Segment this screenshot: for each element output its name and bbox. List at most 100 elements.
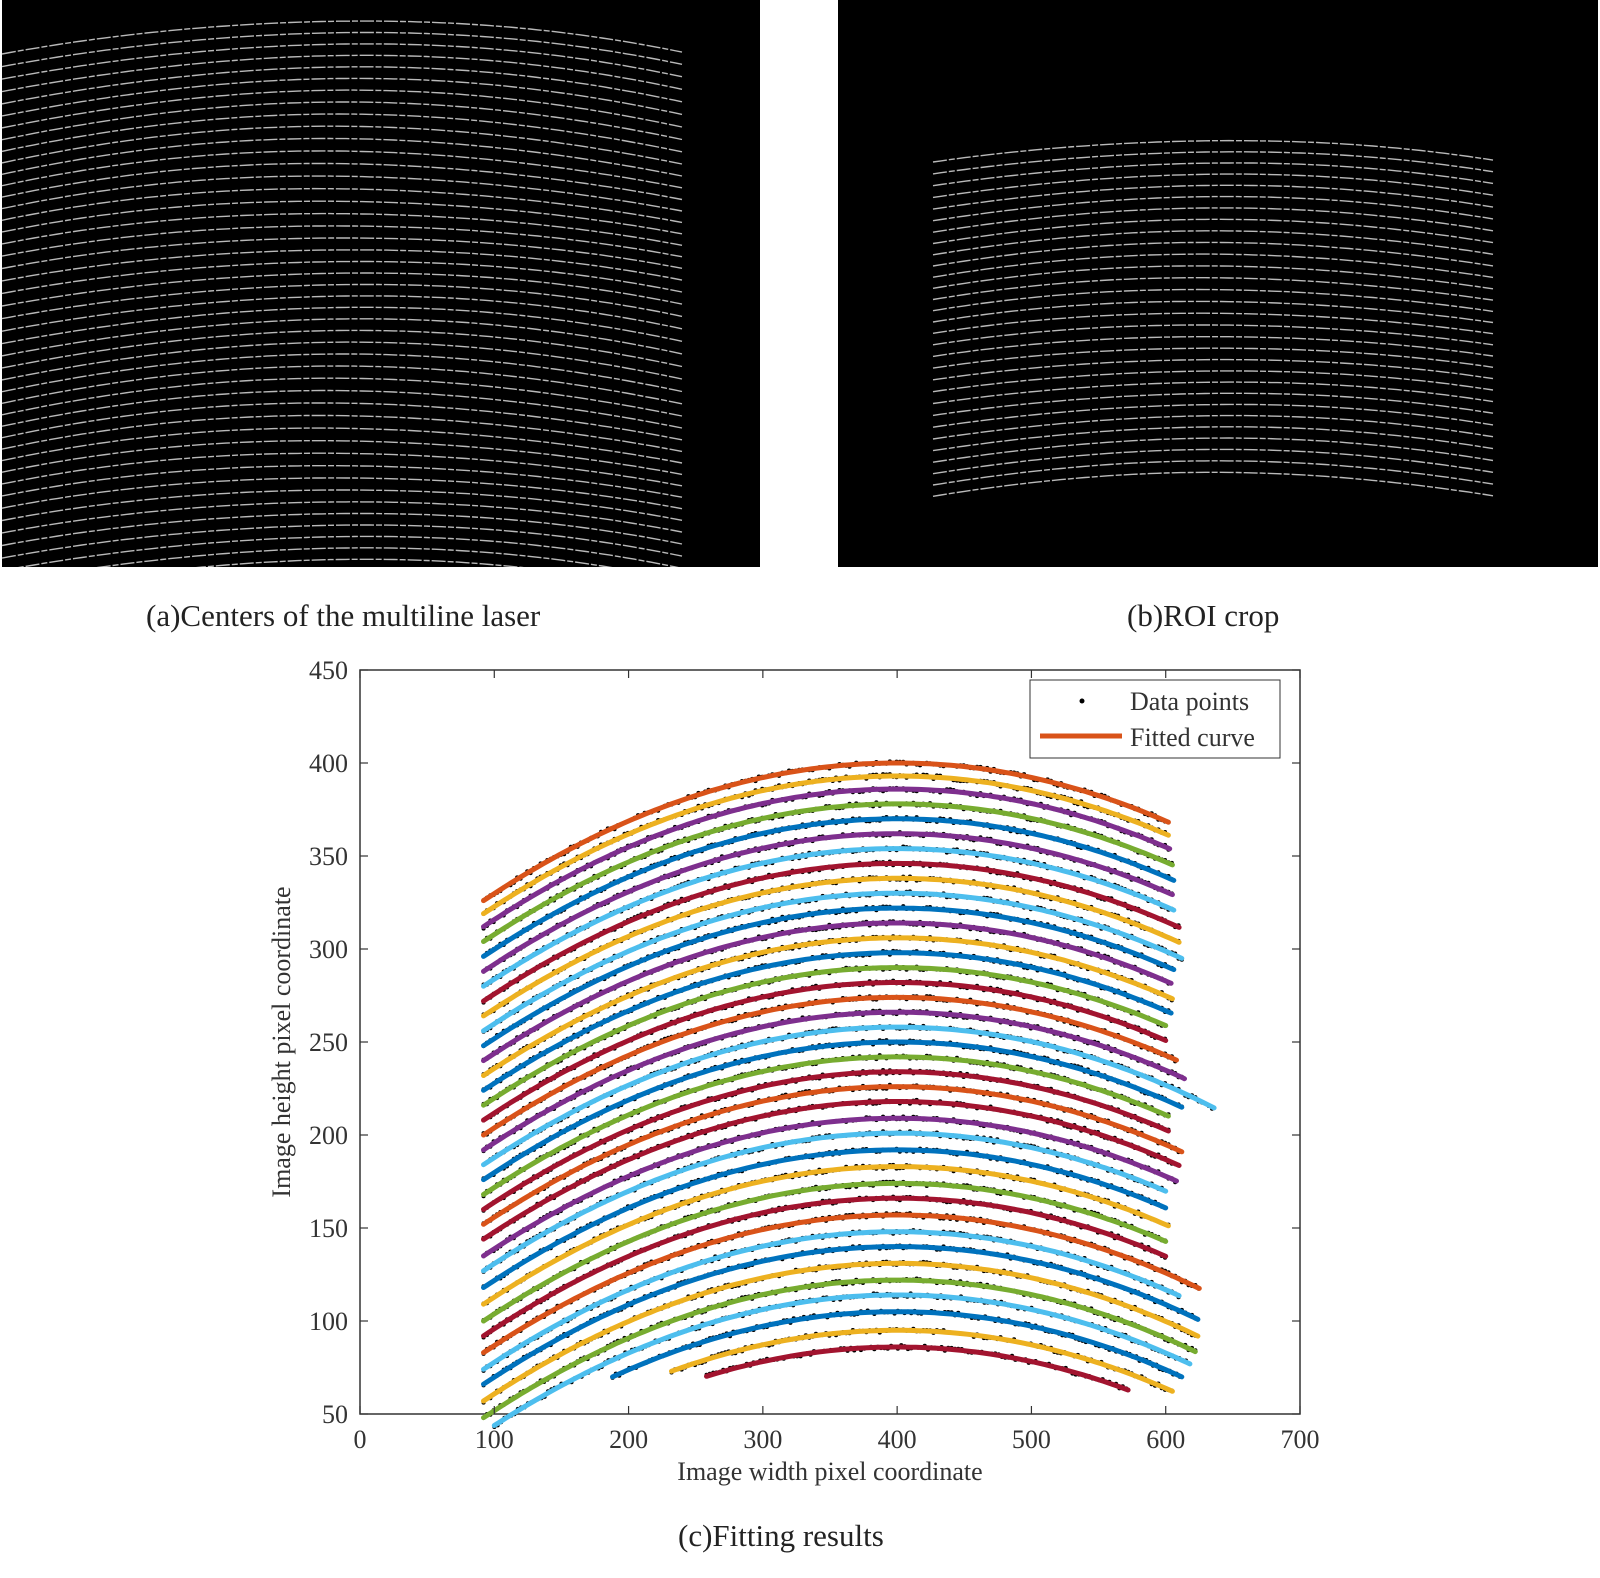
laser-line — [2, 306, 683, 345]
roi-crop-image — [838, 0, 1598, 567]
fitted-curve — [481, 875, 1182, 1019]
laser-line — [2, 175, 683, 212]
laser-line — [2, 501, 683, 534]
laser-line — [932, 241, 1494, 267]
laser-line — [932, 195, 1494, 222]
laser-line — [17, 535, 679, 567]
laser-line — [932, 403, 1494, 428]
fitted-curve — [481, 816, 1177, 959]
laser-line — [2, 225, 683, 258]
legend-data-points-label: Data points — [1130, 687, 1249, 716]
laser-line — [2, 162, 683, 201]
laser-line — [932, 324, 1494, 346]
fitted-curve — [481, 801, 1175, 944]
laser-line — [932, 230, 1494, 256]
axis-ticks: 0 100 200 300 400 500 600 700 50 100 150 200 250 300 3… — [309, 656, 1320, 1454]
fitted-curve — [481, 773, 1171, 917]
fitted-curve — [481, 1195, 1169, 1339]
laser-line — [2, 150, 683, 189]
caption-b: (b)ROI crop — [1127, 598, 1280, 633]
fitting-results-chart: 0 100 200 300 400 500 600 700 50 100 150 200 250 300 3… — [267, 656, 1320, 1486]
laser-line — [2, 353, 683, 393]
fitted-curve — [481, 1244, 1201, 1387]
laser-line — [932, 381, 1494, 405]
laser-line — [932, 347, 1494, 369]
laser-line — [932, 426, 1494, 452]
laser-line — [2, 489, 683, 522]
laser-line — [2, 89, 683, 129]
fitted-curve — [481, 846, 1177, 989]
x-tick-label: 700 — [1281, 1425, 1320, 1454]
x-tick-label: 600 — [1146, 1425, 1185, 1454]
laser-line — [932, 162, 1494, 187]
laser-line — [932, 173, 1494, 199]
laser-line — [932, 184, 1494, 210]
laser-line — [2, 20, 683, 55]
x-tick-label: 300 — [743, 1425, 782, 1454]
laser-line — [932, 336, 1494, 358]
fitted-curve — [481, 935, 1175, 1078]
fitted-curve — [481, 994, 1179, 1138]
laser-line — [2, 260, 683, 295]
y-tick-label: 50 — [322, 1400, 348, 1429]
laser-line — [2, 341, 683, 381]
fitted-curve — [481, 1277, 1198, 1421]
fitted-curve — [481, 965, 1169, 1108]
laser-line — [2, 101, 683, 141]
fitted-curve — [491, 1292, 1193, 1428]
fitted-curve — [481, 950, 1174, 1093]
fitted-curve — [481, 786, 1173, 930]
fitted-curve — [481, 1009, 1187, 1153]
fitted-curve — [481, 1069, 1171, 1212]
laser-line — [2, 212, 683, 246]
legend-fitted-curve-label: Fitted curve — [1130, 723, 1255, 752]
laser-line — [2, 125, 683, 165]
laser-line — [932, 370, 1494, 393]
caption-c: (c)Fitting results — [678, 1518, 884, 1553]
fitted-curve — [610, 1309, 1185, 1380]
laser-line — [2, 66, 683, 105]
laser-line — [2, 113, 683, 153]
laser-line — [932, 437, 1494, 463]
laser-line — [932, 358, 1494, 381]
laser-line — [2, 512, 683, 547]
y-tick-label: 200 — [309, 1121, 348, 1150]
fitted-curve — [481, 1164, 1171, 1307]
fitted-curve — [481, 1099, 1182, 1242]
laser-line — [932, 253, 1494, 279]
fitted-curve — [481, 890, 1185, 1034]
fitted-curve — [481, 1147, 1169, 1290]
laser-line — [932, 312, 1494, 335]
x-tick-label: 200 — [609, 1425, 648, 1454]
fitted-curve — [481, 920, 1174, 1064]
fitted-curve — [481, 905, 1177, 1049]
laser-line — [195, 558, 524, 567]
laser-line — [932, 139, 1494, 163]
legend-data-points-marker — [1079, 698, 1085, 704]
y-tick-label: 400 — [309, 749, 348, 778]
fitted-curve — [481, 1084, 1185, 1227]
laser-line — [2, 329, 683, 369]
legend-box — [1029, 679, 1281, 759]
roi-crop-lines — [932, 139, 1494, 497]
laser-line — [2, 414, 683, 453]
fitted-curve — [481, 1130, 1169, 1274]
laser-line — [932, 288, 1494, 313]
fitted-curve — [481, 831, 1175, 974]
legend: Data points Fitted curve — [1029, 679, 1281, 759]
laser-line — [932, 265, 1494, 290]
laser-line — [932, 151, 1494, 175]
laser-line — [2, 524, 683, 559]
laser-line — [2, 237, 683, 270]
laser-line — [932, 448, 1494, 475]
laser-centers-image — [2, 0, 760, 567]
fitted-curve — [481, 1115, 1179, 1259]
fitted-curve — [481, 860, 1182, 1004]
fitted-curve — [481, 760, 1171, 904]
laser-line — [96, 547, 613, 567]
y-tick-label: 150 — [309, 1214, 348, 1243]
laser-line — [2, 200, 683, 235]
y-tick-label: 300 — [309, 935, 348, 964]
laser-line — [2, 54, 683, 93]
laser-line — [2, 440, 683, 476]
